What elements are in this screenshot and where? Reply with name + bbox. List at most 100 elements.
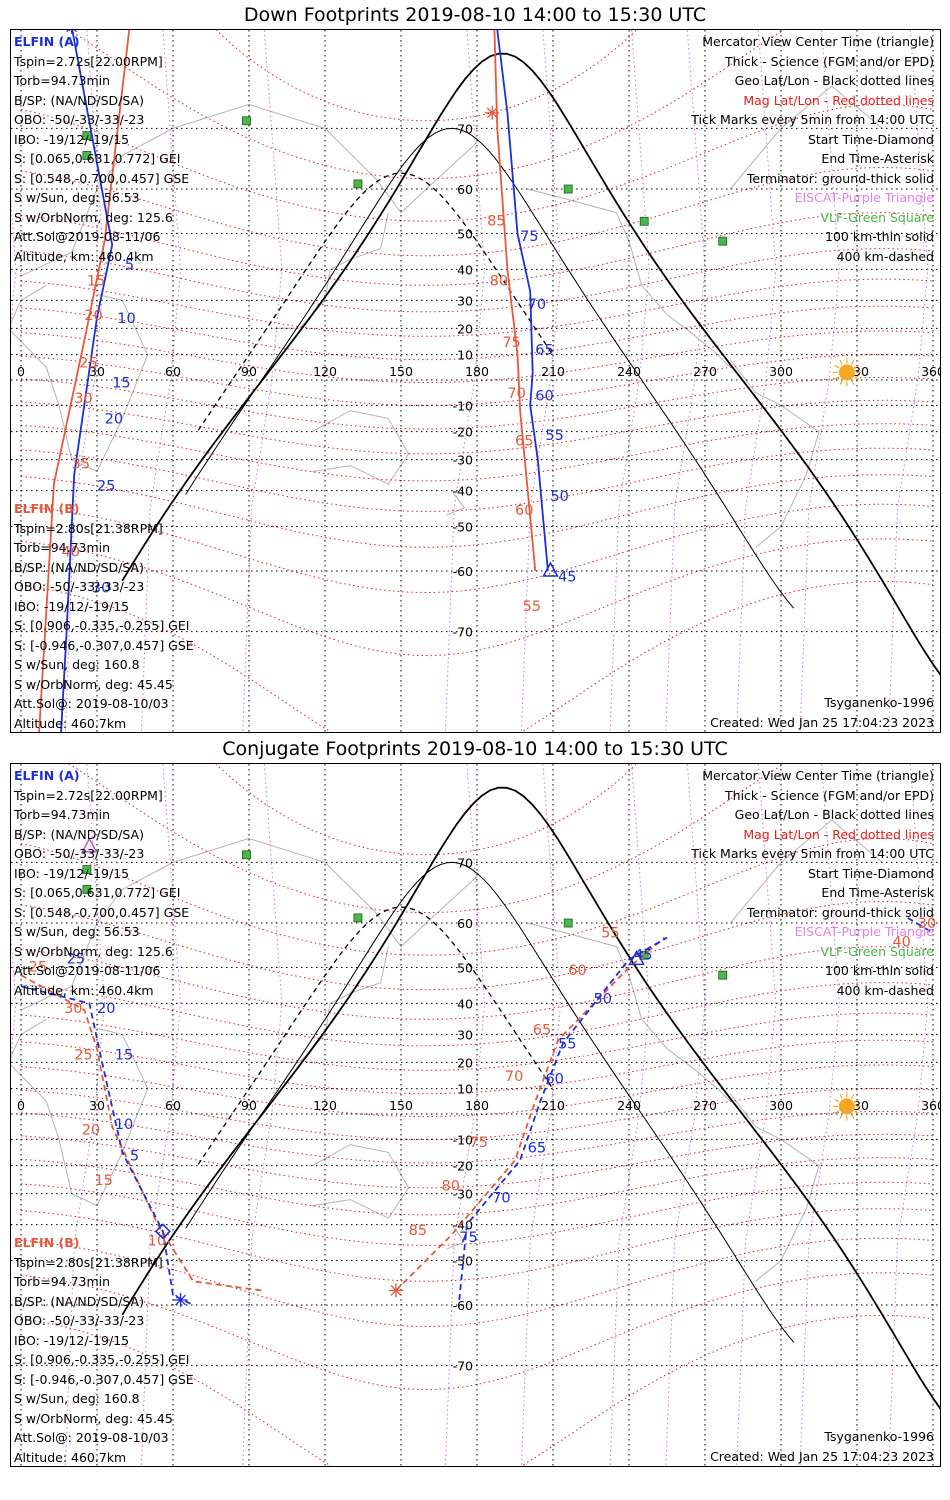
coastline [312,1144,410,1219]
lat-tick-label: 60 [457,182,473,197]
coastline [20,103,478,277]
elfin-a-tick-label: 50 [594,991,612,1007]
elfin-b-track [395,936,666,1292]
lat-tick-label: -50 [453,520,473,535]
lon-tick-label: 120 [313,1098,337,1113]
elfin-a-tick-label: 75 [459,1230,477,1246]
vlf-station-marker [82,131,92,140]
mag-lat-line [20,1111,934,1164]
elfin-b-info-line: B/SP: (NA/ND/SD/SA) [14,559,144,575]
elfin-b-track [20,974,262,1292]
lon-tick-label: 180 [465,1098,489,1113]
legend-item: Tick Marks every 5min from 14:00 UTC [691,112,934,127]
sun-ray [854,1110,860,1114]
mag-lat-line [20,248,934,313]
coastline [729,85,883,190]
legend-item: Geo Lat/Lon - Black dotted lines [734,807,934,822]
elfin-a-tick-label: 60 [535,388,553,404]
mag-lat-line [20,580,934,732]
elfin-a-tick-label: 15 [112,376,130,392]
lon-tick-label: 180 [465,364,489,379]
elfin-a-info-line: OBO: -50/-33/-33/-23 [14,846,145,861]
elfin-a-info-line: B/SP: (NA/ND/SD/SA) [14,826,144,842]
elfin-a-start-diamond [154,1223,171,1240]
elfin-b-tick-label: 70 [505,1069,523,1085]
legend-item: EISCAT-Purple Triangle [794,924,934,939]
created-timestamp: Created: Wed Jan 25 17:04:23 2023 [710,1449,934,1464]
elfin-a-tick-label: 45 [634,947,652,963]
vlf-station-marker [82,865,92,874]
terminator-100km [185,127,795,609]
lon-tick-label: 240 [617,364,641,379]
vlf-station-marker [718,236,728,246]
coastline [274,946,389,1063]
lon-tick-label: 360 [921,364,941,379]
elfin-a-info-line: S: [0.548,-0.700,0.457] GSE [14,904,190,920]
lon-tick-label: 30 [89,1098,105,1113]
elfin-b-end-asterisk [390,1285,402,1296]
panel-title-conjugate: Conjugate Footprints 2019-08-10 14:00 to… [222,738,728,760]
elfin-a-info-line: S w/Sun, deg: 56.53 [14,924,140,939]
mag-lat-line [68,764,785,914]
lon-tick-label: 60 [165,364,181,379]
elfin-a-info-line: B/SP: (NA/ND/SD/SA) [14,92,144,108]
lon-tick-label: 240 [617,1098,641,1113]
elfin-b-info-line: S w/Sun, deg: 160.8 [14,657,140,672]
elfin-a-info-line: S w/Sun, deg: 56.53 [14,190,140,205]
elfin-b-tick-label: 55 [523,599,541,615]
legend-item: EISCAT-Purple Triangle [794,190,934,205]
elfin-b-end-asterisk [486,107,498,119]
sun-ray [850,1093,855,1099]
elfin-b-tick-label: 80 [490,273,508,289]
legend-item: Terminator: ground-thick solid [746,170,934,186]
elfin-b-tick-label: 15 [87,273,105,289]
legend-item: Terminator: ground-thick solid [746,904,934,920]
lat-tick-label: -30 [453,453,473,468]
lon-tick-label: 210 [541,364,565,379]
vlf-station-marker [563,184,573,194]
elfin-b-tick-label: 25 [79,355,97,371]
elfin-b-info-line: S: [-0.946,-0.307,0.457] GSE [14,637,194,653]
lon-tick-label: 360 [921,1098,941,1113]
elfin-a-info-line: S: [0.065,0.631,0.772] GEI [14,885,181,900]
elfin-b-info-line: Tspin=2.80s[21.38RPM] [14,1254,163,1270]
elfin-b-tick-label: 20 [84,308,102,324]
mag-lat-line [20,305,934,361]
elfin-b-tick-label: 85 [409,1223,427,1239]
sun-ray [834,364,840,369]
mag-lat-line [20,1181,934,1246]
legend-item: Start Time-Diamond [807,131,934,147]
legend-item: 100 km-thin solid [825,963,934,978]
created-timestamp: Created: Wed Jan 25 17:04:23 2023 [710,715,934,730]
coastline [312,410,410,485]
elfin-b-info-line: S w/OrbNorm, deg: 45.45 [14,1410,173,1426]
lat-tick-label: 40 [457,262,473,277]
lat-tick-label: -60 [453,1298,473,1313]
legend: Mercator View Center Time (triangle) Thic… [691,766,934,1000]
elfin-a-tick-label: 20 [97,1001,115,1017]
lat-tick-label: 50 [457,226,473,241]
elfin-b-tick-label: 40 [892,935,910,951]
legend-item: Mercator View Center Time (triangle) [702,34,934,49]
elfin-b-tick-label: 30 [74,391,92,407]
elfin-a-info-line: S w/OrbNorm, deg: 125.6 [14,943,173,959]
coastline [274,212,389,329]
elfin-b-info: ELFIN (B) Tspin=2.80s[21.38RPM] Torb=94.7… [14,499,194,732]
elfin-a-info-line: Tspin=2.72s[22.00RPM] [14,53,163,69]
lon-tick-label: 270 [693,1098,717,1113]
elfin-b-tick-label: 35 [72,457,90,473]
model-label: Tsyganenko-1996 [824,695,934,710]
lat-tick-label: -10 [453,1132,473,1147]
elfin-a-header: ELFIN (A) [14,34,80,49]
elfin-b-info-line: Att.Sol@: 2019-08-10/03 [14,696,169,711]
mag-lat-line [20,1039,934,1095]
legend-item: Mag Lat/Lon - Red dotted lines [743,92,934,108]
lon-tick-label: 150 [389,364,413,379]
lat-tick-label: -50 [453,1254,473,1269]
elfin-b-info-line: IBO: -19/12/-19/15 [14,598,130,614]
elfin-a-tick-label: 80 [502,30,520,31]
elfin-a-tick-label: 70 [492,1191,510,1207]
elfin-a-info-line: S: [0.065,0.631,0.772] GEI [14,151,181,166]
elfin-b-info-line: Altitude: 460.7km [14,1449,127,1465]
terminator-400km [197,172,554,431]
